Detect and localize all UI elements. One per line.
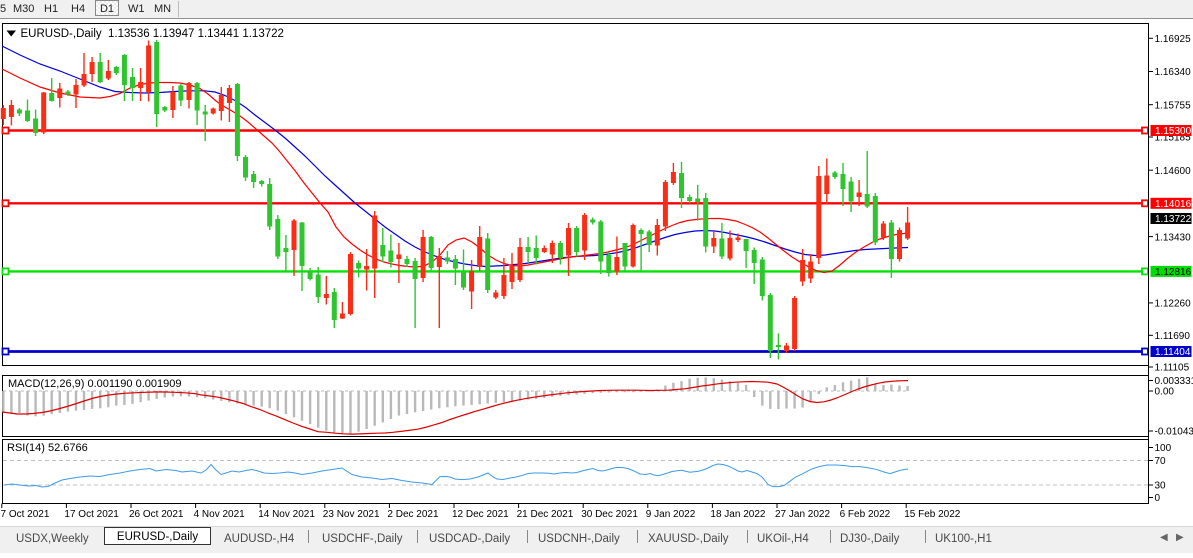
svg-text:1.13430: 1.13430 [1155, 232, 1192, 243]
svg-text:30 Dec 2021: 30 Dec 2021 [581, 509, 638, 520]
svg-text:MACD(12,26,9) 0.001190 0.00190: MACD(12,26,9) 0.001190 0.001909 [8, 378, 181, 390]
svg-text:17 Oct 2021: 17 Oct 2021 [64, 509, 119, 520]
svg-text:26 Oct 2021: 26 Oct 2021 [129, 509, 184, 520]
svg-text:1.12816: 1.12816 [1155, 267, 1192, 278]
svg-text:0.00: 0.00 [1155, 387, 1175, 398]
svg-text:1.13722: 1.13722 [1155, 214, 1192, 225]
svg-text:18 Jan 2022: 18 Jan 2022 [710, 509, 765, 520]
svg-text:9 Jan 2022: 9 Jan 2022 [646, 509, 696, 520]
svg-text:23 Nov 2021: 23 Nov 2021 [323, 509, 380, 520]
svg-text:6 Feb 2022: 6 Feb 2022 [840, 509, 891, 520]
svg-text:1.16925: 1.16925 [1155, 34, 1192, 45]
svg-text:12 Dec 2021: 12 Dec 2021 [452, 509, 509, 520]
svg-text:70: 70 [1155, 456, 1167, 467]
svg-text:100: 100 [1155, 443, 1172, 454]
svg-text:14 Nov 2021: 14 Nov 2021 [258, 509, 315, 520]
svg-text:1.11690: 1.11690 [1155, 331, 1191, 342]
svg-text:1.11404: 1.11404 [1155, 347, 1191, 358]
svg-text:2 Dec 2021: 2 Dec 2021 [387, 509, 439, 520]
svg-text:-0.010439: -0.010439 [1155, 427, 1193, 438]
svg-text:27 Jan 2022: 27 Jan 2022 [775, 509, 830, 520]
svg-text:1.11105: 1.11105 [1155, 363, 1190, 374]
svg-text:EURUSD-,Daily 1.13536 1.13947: EURUSD-,Daily 1.13536 1.13947 1.13441 1.… [21, 28, 284, 40]
svg-text:0: 0 [1155, 493, 1161, 504]
svg-text:1.14016: 1.14016 [1155, 199, 1192, 210]
svg-text:30: 30 [1155, 481, 1167, 492]
svg-text:1.16340: 1.16340 [1155, 67, 1192, 78]
svg-text:7 Oct 2021: 7 Oct 2021 [1, 509, 50, 520]
svg-text:15 Feb 2022: 15 Feb 2022 [904, 509, 961, 520]
svg-text:1.15755: 1.15755 [1155, 100, 1192, 111]
svg-text:1.14600: 1.14600 [1155, 166, 1192, 177]
svg-text:0.003331: 0.003331 [1155, 376, 1193, 387]
svg-text:21 Dec 2021: 21 Dec 2021 [517, 509, 574, 520]
svg-text:1.12260: 1.12260 [1155, 299, 1192, 310]
svg-text:4 Nov 2021: 4 Nov 2021 [194, 509, 246, 520]
svg-text:RSI(14) 52.6766: RSI(14) 52.6766 [7, 442, 88, 454]
svg-text:1.15300: 1.15300 [1155, 126, 1192, 137]
